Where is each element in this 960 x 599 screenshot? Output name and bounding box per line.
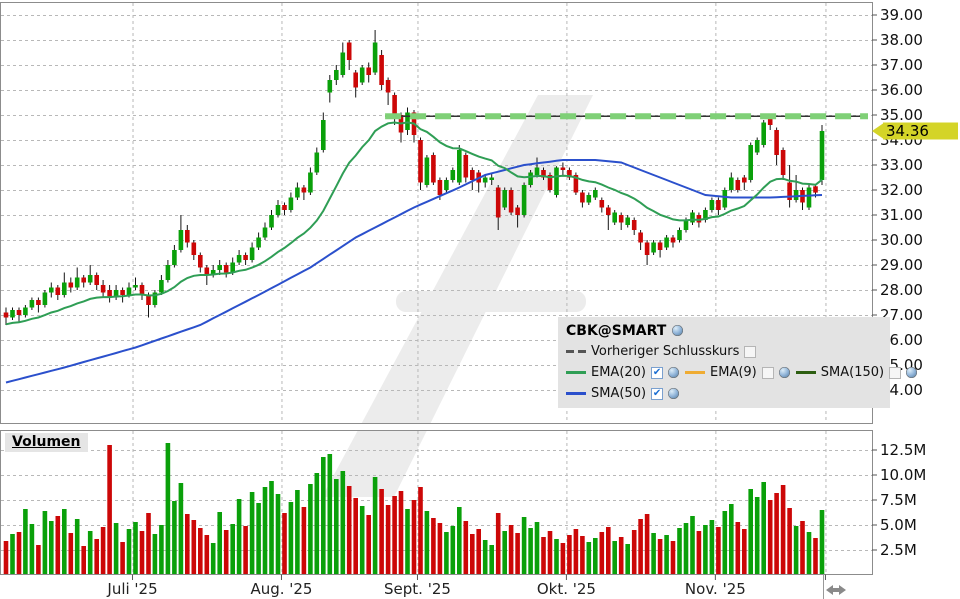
sma50-line [5, 159, 823, 384]
instrument-settings-icon[interactable] [672, 325, 684, 336]
legend-item-ema-9-[interactable]: EMA(9) [685, 365, 790, 380]
volume-axis: 12.5M 10.0M 7.5M 5.0M 2.5M [872, 441, 926, 559]
svg-text:32.00: 32.00 [880, 181, 923, 199]
checkbox-unchecked[interactable] [761, 366, 774, 379]
svg-text:37.00: 37.00 [880, 56, 923, 74]
legend-row: Vorheriger Schlusskurs [566, 341, 882, 362]
indicator-settings-icon[interactable] [778, 367, 790, 378]
svg-text:36.00: 36.00 [880, 81, 923, 99]
checkbox-unchecked[interactable] [889, 366, 902, 379]
svg-text:Aug. '25: Aug. '25 [250, 580, 312, 598]
ema20-line [5, 121, 823, 326]
legend-row: SMA(50) ✔ [566, 383, 882, 404]
legend-panel: CBK@SMART Vorheriger Schlusskurs EMA(20) ✔… [558, 317, 918, 408]
candlestick-series [3, 30, 825, 325]
checkbox-checked[interactable]: ✔ [651, 387, 664, 400]
legend-item-label: SMA(50) [591, 386, 647, 401]
svg-text:10.0M: 10.0M [880, 466, 926, 484]
svg-text:2.5M: 2.5M [880, 541, 917, 559]
line-swatch [566, 392, 586, 395]
svg-text:7.5M: 7.5M [880, 491, 917, 509]
time-axis: Juli '25 Aug. '25 Sept. '25 Okt. '25 Nov. '2… [106, 574, 826, 598]
svg-text:35.00: 35.00 [880, 106, 923, 124]
svg-text:28.00: 28.00 [880, 281, 923, 299]
instrument-symbol: CBK@SMART [566, 322, 667, 339]
svg-text:33.00: 33.00 [880, 156, 923, 174]
svg-text:38.00: 38.00 [880, 31, 923, 49]
legend-item-vorheriger-schlusskurs[interactable]: Vorheriger Schlusskurs [566, 344, 757, 359]
svg-text:39.00: 39.00 [880, 6, 923, 24]
legend-title-row: CBK@SMART [566, 320, 882, 341]
panel-borders [0, 2, 873, 575]
svg-text:26.00: 26.00 [880, 331, 923, 349]
line-swatch [685, 371, 706, 374]
legend-row: EMA(20) ✔ EMA(9) SMA(150) [566, 362, 918, 383]
svg-text:30.00: 30.00 [880, 231, 923, 249]
svg-text:Nov. '25: Nov. '25 [685, 580, 746, 598]
legend-item-label: EMA(9) [710, 365, 757, 380]
legend-item-label: Vorheriger Schlusskurs [591, 344, 740, 359]
line-swatch [795, 371, 816, 374]
indicator-settings-icon[interactable] [906, 367, 918, 378]
legend-item-sma-150-[interactable]: SMA(150) [795, 365, 918, 380]
svg-text:29.00: 29.00 [880, 256, 923, 274]
checkbox-unchecked[interactable] [744, 345, 757, 358]
legend-item-sma-50-[interactable]: SMA(50) ✔ [566, 386, 680, 401]
svg-text:27.00: 27.00 [880, 306, 923, 324]
svg-text:5.0M: 5.0M [880, 516, 917, 534]
current-price-tag: 34.36 [872, 122, 958, 140]
checkbox-checked[interactable]: ✔ [651, 366, 664, 379]
gridlines [1, 3, 872, 574]
svg-text:34.36: 34.36 [886, 122, 929, 140]
svg-text:24.00: 24.00 [880, 381, 923, 399]
svg-text:31.00: 31.00 [880, 206, 923, 224]
line-swatch [566, 371, 586, 374]
legend-item-label: EMA(20) [591, 365, 647, 380]
indicator-settings-icon[interactable] [668, 367, 680, 378]
volume-bars [3, 443, 825, 574]
dashed-line-swatch [566, 350, 586, 353]
indicator-settings-icon[interactable] [668, 388, 680, 399]
svg-text:Sept. '25: Sept. '25 [384, 580, 451, 598]
svg-text:Okt. '25: Okt. '25 [537, 580, 596, 598]
legend-item-ema-20-[interactable]: EMA(20) ✔ [566, 365, 680, 380]
pan-handle-icon[interactable] [826, 585, 846, 595]
svg-text:12.5M: 12.5M [880, 441, 926, 459]
legend-item-label: SMA(150) [820, 365, 885, 380]
volume-panel-label: Volumen [5, 433, 88, 452]
svg-text:Juli '25: Juli '25 [106, 580, 157, 598]
